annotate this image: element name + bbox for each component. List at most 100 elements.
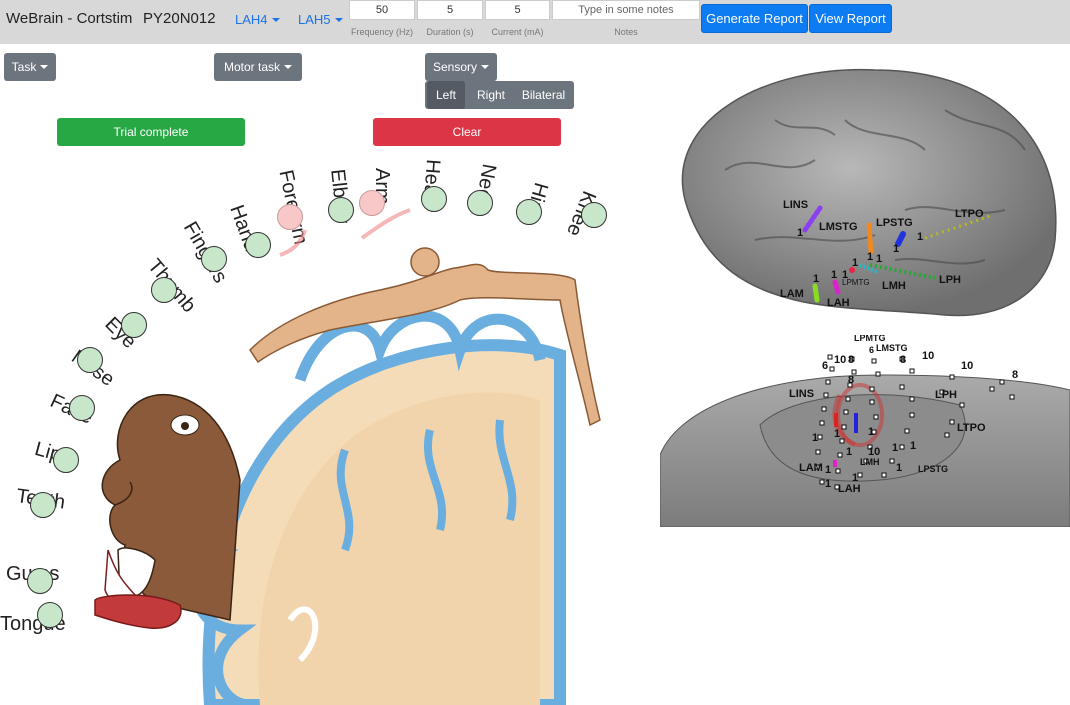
current-label: Current (mA) <box>491 27 544 37</box>
medial-label-lmh: LMH <box>860 457 880 467</box>
motor-task-label: Motor task <box>223 60 280 74</box>
lateral-label-lah: LAH <box>827 297 850 309</box>
lateral-label-lmstg: LMSTG <box>819 221 858 233</box>
lateral-label-lpstg: LPSTG <box>876 217 913 229</box>
lateral-label-ltpo: LTPO <box>955 208 984 220</box>
medial-number: 6 <box>822 360 828 372</box>
medial-label-lmstg: LMSTG <box>876 343 908 353</box>
contact-1-label: LAH4 <box>235 12 268 27</box>
generate-report-button[interactable]: Generate Report <box>701 4 808 33</box>
task-label: Task <box>11 60 37 74</box>
medial-number: 1 <box>834 428 840 440</box>
clear-button[interactable]: Clear <box>373 118 561 146</box>
lateral-number: 1 <box>917 231 923 243</box>
contact-2-dropdown[interactable]: LAH5 <box>298 12 343 27</box>
notes-input[interactable] <box>552 0 700 20</box>
lateral-label-lpmtg: LPMTG <box>842 278 870 287</box>
lateral-number: 1 <box>813 273 819 285</box>
medial-number: 10 <box>834 354 846 366</box>
medial-number: 1 <box>846 446 852 458</box>
medial-number: 6 <box>869 345 874 355</box>
task-dropdown[interactable]: Task <box>4 53 56 81</box>
lateral-number: 1 <box>831 269 837 281</box>
brain-medial-view: LPMTG LMSTG LINS LPH LTPO LMH LPSTG LAM … <box>660 335 1070 527</box>
sensory-label: Sensory <box>432 60 478 74</box>
medial-number: 1 <box>896 462 902 474</box>
current-input[interactable] <box>485 0 550 20</box>
medial-number: 8 <box>1012 369 1018 381</box>
medial-label-lpstg: LPSTG <box>918 464 948 474</box>
trial-complete-button[interactable]: Trial complete <box>57 118 245 146</box>
lateral-number: 1 <box>867 251 873 263</box>
chevron-down-icon <box>284 65 292 69</box>
lateral-label-lph: LPH <box>939 274 961 286</box>
chevron-down-icon <box>334 18 343 22</box>
bodypart-elbow[interactable] <box>328 197 354 223</box>
chevron-down-icon <box>40 65 49 69</box>
bodypart-tongue[interactable] <box>37 602 63 628</box>
lateral-label-lmh: LMH <box>882 280 906 292</box>
bodypart-teeth[interactable] <box>30 492 56 518</box>
patient-id: PY20N012 <box>143 10 216 27</box>
medial-label-ltpo: LTPO <box>957 422 986 434</box>
bodypart-nose[interactable] <box>77 347 103 373</box>
chevron-down-icon <box>271 18 280 22</box>
frequency-input[interactable] <box>349 0 415 20</box>
view-report-button[interactable]: View Report <box>809 4 892 33</box>
medial-number: 10 <box>868 446 880 458</box>
bodypart-fingers[interactable] <box>201 246 227 272</box>
medial-label-lah: LAH <box>838 483 861 495</box>
bodypart-eye[interactable] <box>121 312 147 338</box>
lateral-label-lins: LINS <box>783 199 808 211</box>
medial-number: 8 <box>848 374 854 386</box>
duration-input[interactable] <box>417 0 483 20</box>
side-right-button[interactable]: Right <box>476 88 505 102</box>
medial-number: 8 <box>900 354 906 366</box>
app-title: WeBrain - Cortstim <box>6 10 133 27</box>
medial-number: 1 <box>868 426 874 438</box>
contact-2-label: LAH5 <box>298 12 331 27</box>
lateral-number: 1 <box>842 269 848 281</box>
notes-label: Notes <box>614 27 638 37</box>
medial-number: 1 <box>852 472 858 484</box>
lateral-number: 1 <box>797 227 803 239</box>
contact-1-dropdown[interactable]: LAH4 <box>235 12 280 27</box>
medial-number: 10 <box>922 350 934 362</box>
top-bar: WeBrain - Cortstim PY20N012 LAH4 LAH5 Fr… <box>0 0 1070 44</box>
side-left-button[interactable]: Left <box>427 81 465 109</box>
medial-label-lam: LAM <box>799 462 823 474</box>
duration-label: Duration (s) <box>426 27 474 37</box>
bodypart-hip[interactable] <box>516 199 542 225</box>
lateral-number: 1 <box>893 243 899 255</box>
sensory-dropdown[interactable]: Sensory <box>425 53 497 81</box>
medial-number: 1 <box>812 432 818 444</box>
bodypart-knee[interactable] <box>581 202 607 228</box>
brain-lateral-view: LINS LMSTG LPSTG LTPO LPMTG LMH LPH LAM … <box>681 68 1057 317</box>
medial-number: 8 <box>848 354 854 366</box>
chevron-down-icon <box>481 65 490 69</box>
bodypart-neck[interactable] <box>467 190 493 216</box>
lateral-number: 1 <box>876 253 882 265</box>
lateral-label-lam: LAM <box>780 288 804 300</box>
electrode-grid <box>814 354 1015 490</box>
medial-number: 10 <box>961 360 973 372</box>
bodypart-forearm[interactable] <box>277 204 303 230</box>
selection-marks <box>279 208 411 257</box>
motor-task-dropdown[interactable]: Motor task <box>214 53 302 81</box>
medial-number: 1 <box>910 440 916 452</box>
medial-number: 1 <box>892 442 898 454</box>
medial-label-lph: LPH <box>935 389 957 401</box>
bodypart-gums[interactable] <box>27 568 53 594</box>
medial-number: 1 <box>825 478 831 490</box>
bodypart-head[interactable] <box>421 186 447 212</box>
bodypart-hand[interactable] <box>245 232 271 258</box>
bodypart-arm[interactable] <box>359 190 385 216</box>
bodypart-thumb[interactable] <box>151 277 177 303</box>
bodypart-lips[interactable] <box>53 447 79 473</box>
frequency-label: Frequency (Hz) <box>350 27 413 37</box>
side-bilateral-button[interactable]: Bilateral <box>521 88 566 102</box>
side-selector: Left Right Bilateral <box>425 81 574 109</box>
bodypart-face[interactable] <box>69 395 95 421</box>
medial-label-lins: LINS <box>789 388 814 400</box>
